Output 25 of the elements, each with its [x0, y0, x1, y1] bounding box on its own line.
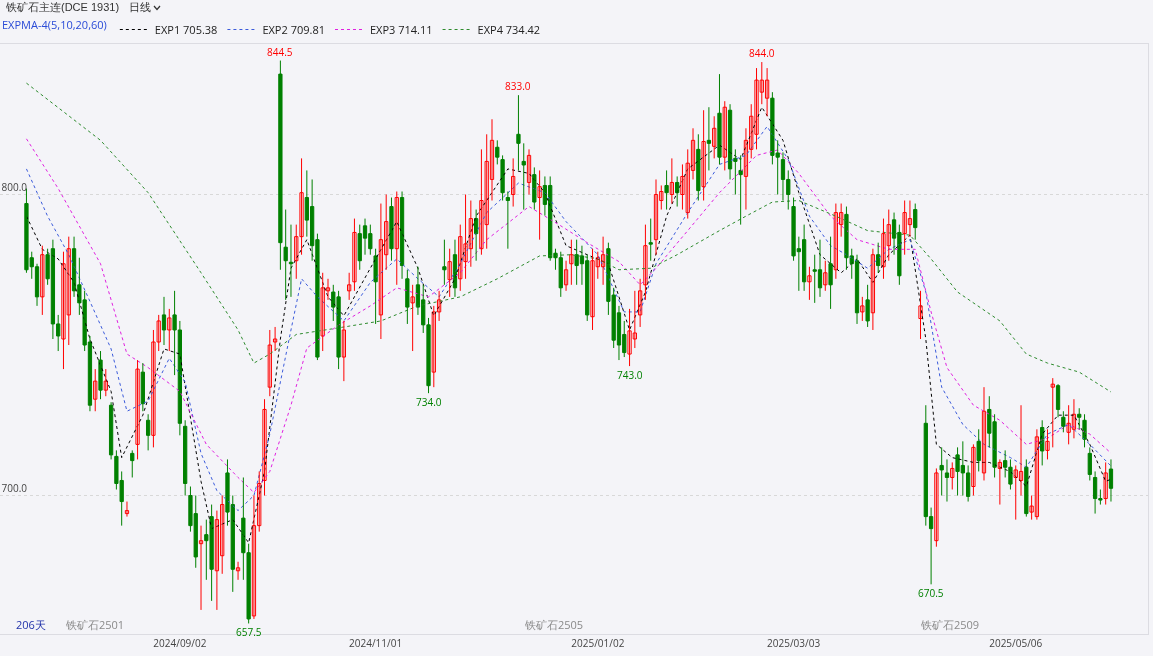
x-tick-label: 2024/09/02 — [153, 636, 207, 650]
y-tick-label: 800.0 — [1, 180, 28, 195]
chart-subtitle: 日线 — [129, 0, 152, 15]
annotation: 206天 — [16, 617, 46, 632]
legend-label: EXP1 705.38 — [154, 21, 218, 37]
annotation: 657.5 — [236, 625, 262, 639]
x-tick-label: 2025/05/06 — [989, 636, 1043, 650]
y-tick-label: 700.0 — [1, 481, 28, 496]
annotation: 743.0 — [617, 368, 643, 382]
legend-label: EXP2 709.81 — [262, 21, 325, 37]
annotation: 670.5 — [918, 586, 944, 600]
annotation: 844.0 — [749, 46, 775, 60]
x-tick-label: 2024/11/01 — [349, 636, 403, 650]
chart-title: 铁矿石主连(DCE 1931) — [6, 0, 120, 15]
annotation: 844.5 — [267, 45, 293, 59]
annotation: 734.0 — [416, 395, 442, 409]
x-tick-label: 2025/03/03 — [767, 636, 821, 650]
annotation: 铁矿石2501 — [65, 617, 125, 632]
legend-label: EXP3 714.11 — [369, 21, 433, 37]
legend-title: EXPMA-4(5,10,20,60) — [2, 17, 107, 33]
legend-label: EXP4 734.42 — [477, 21, 541, 37]
annotation: 铁矿石2505 — [524, 617, 584, 632]
annotation: 铁矿石2509 — [920, 617, 980, 632]
annotation: 833.0 — [505, 79, 531, 93]
x-tick-label: 2025/01/02 — [571, 636, 625, 650]
